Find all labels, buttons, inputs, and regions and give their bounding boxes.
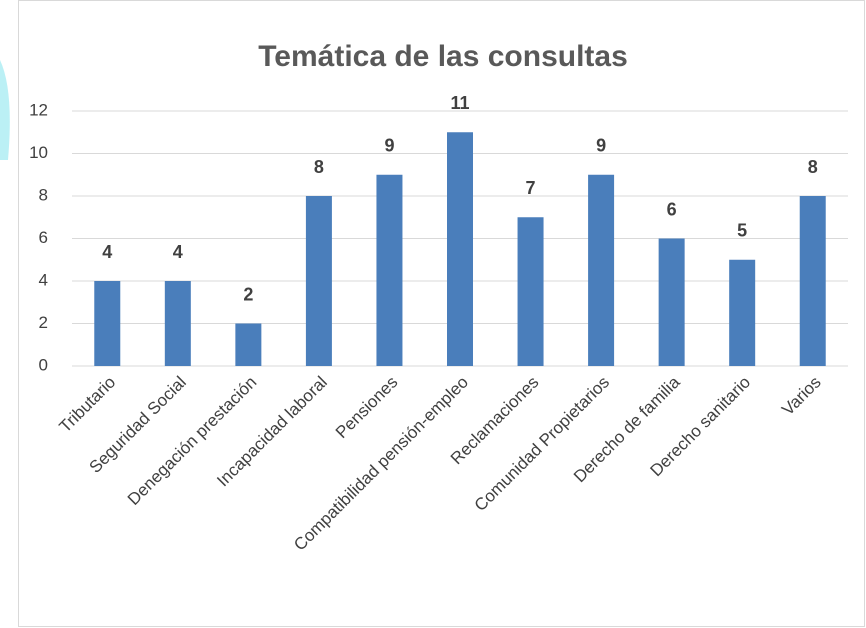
bar (235, 323, 262, 366)
y-tick-label: 0 (39, 355, 48, 374)
data-label: 9 (384, 136, 394, 156)
data-label: 4 (173, 242, 183, 262)
chart-frame (18, 0, 865, 627)
data-label: 6 (667, 199, 677, 219)
data-label: 11 (450, 93, 469, 113)
y-tick-label: 6 (39, 228, 48, 247)
data-label: 4 (102, 242, 112, 262)
bar (164, 281, 191, 366)
data-label: 2 (243, 284, 253, 304)
chart-title: Temática de las consultas (258, 40, 628, 73)
bar (305, 196, 332, 366)
bar (799, 196, 826, 366)
y-tick-label: 2 (39, 313, 48, 332)
y-tick-label: 10 (29, 143, 48, 162)
bar (658, 238, 685, 366)
data-label: 5 (737, 221, 747, 241)
data-label: 7 (526, 178, 536, 198)
y-tick-label: 4 (39, 270, 48, 289)
data-label: 9 (596, 136, 606, 156)
decoration (0, 60, 10, 160)
data-label: 8 (314, 157, 324, 177)
data-label: 8 (808, 157, 818, 177)
bar (376, 174, 403, 366)
bar (517, 217, 544, 366)
bar (729, 259, 756, 366)
bar (94, 281, 121, 366)
y-tick-label: 12 (29, 100, 48, 119)
bar (447, 132, 473, 366)
bar (588, 174, 615, 366)
y-tick-label: 8 (39, 185, 48, 204)
